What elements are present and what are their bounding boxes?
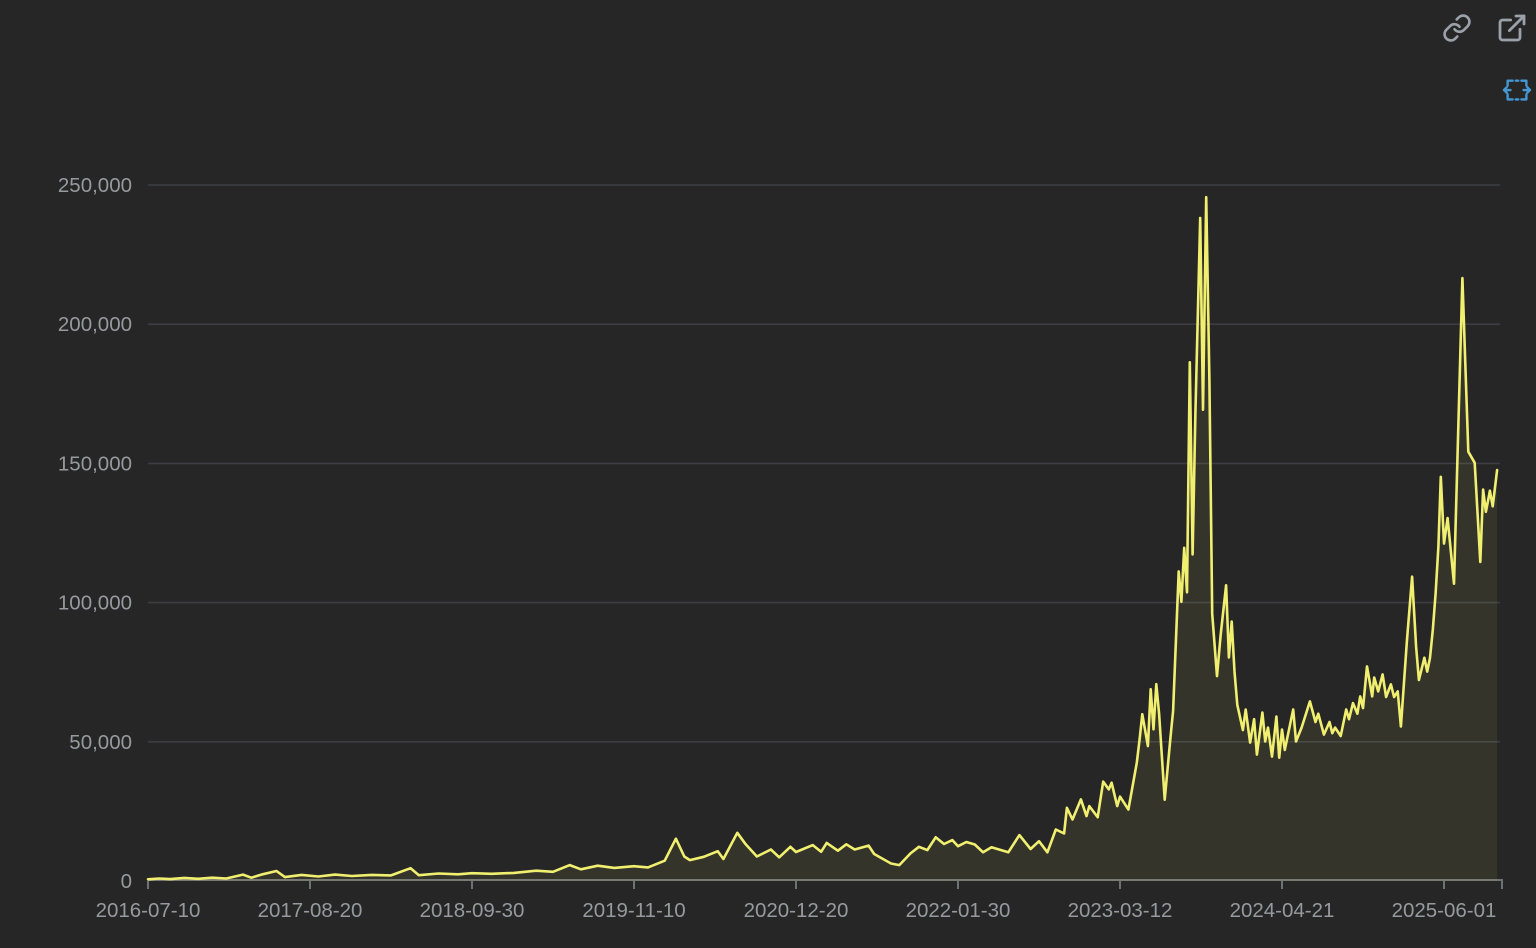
y-tick-label: 0 [121,870,132,893]
y-tick-label: 100,000 [58,592,132,615]
x-tick-label: 2025-06-01 [1392,899,1497,922]
link-icon [1443,14,1471,42]
x-tick-label: 2018-09-30 [420,899,525,922]
y-tick-label: 200,000 [58,313,132,336]
series-area-fill [148,197,1498,881]
y-tick-label: 150,000 [58,452,132,475]
link-button[interactable] [1442,13,1472,43]
series-line[interactable] [146,195,1499,881]
x-tick-label: 2024-04-21 [1230,899,1335,922]
x-tick-label: 2017-08-20 [258,899,363,922]
x-tick-label: 2020-12-20 [744,899,849,922]
external-link-icon [1498,14,1526,42]
y-tick-label: 50,000 [69,731,132,754]
x-tick-label: 2023-03-12 [1068,899,1173,922]
panel-toolbar [1442,12,1528,44]
expand-horizontal-button[interactable] [1502,75,1532,105]
open-external-button[interactable] [1496,12,1528,44]
x-tick-label: 2019-11-10 [582,899,685,922]
expand-horizontal-icon [1502,79,1532,101]
x-tick-label: 2022-01-30 [906,899,1011,922]
x-tick-label: 2016-07-10 [96,899,201,922]
y-tick-label: 250,000 [58,174,132,197]
